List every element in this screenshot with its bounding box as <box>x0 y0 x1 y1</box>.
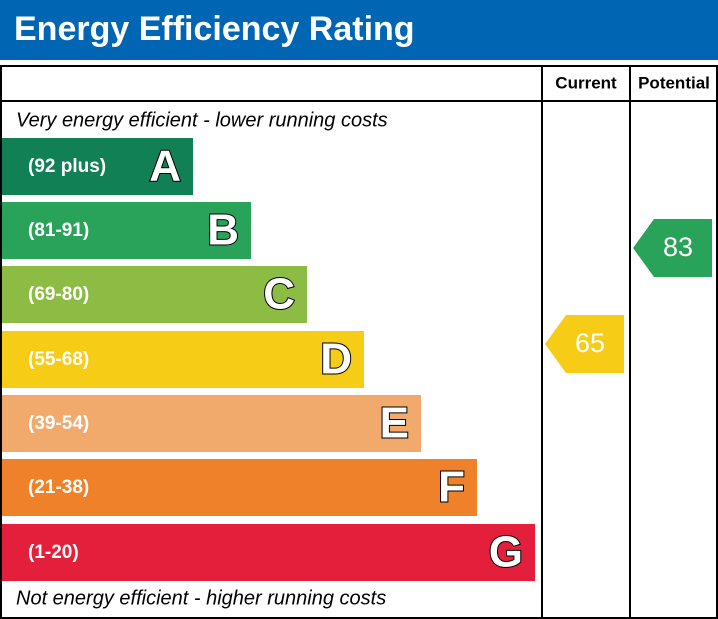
band-bar <box>2 395 421 452</box>
band-letter: C <box>263 270 295 319</box>
column-header: Current <box>555 73 617 92</box>
band-bar <box>2 266 307 323</box>
band-letter: E <box>380 399 409 448</box>
band-range: (92 plus) <box>28 156 106 177</box>
column-header: Potential <box>638 73 710 92</box>
potential-score: 83 <box>663 232 693 262</box>
header-bar <box>0 0 718 60</box>
band-bar <box>2 331 364 388</box>
bottom-note: Not energy efficient - higher running co… <box>16 587 386 609</box>
band-letter: G <box>489 528 523 577</box>
top-note: Very energy efficient - lower running co… <box>16 109 388 131</box>
band-bar <box>2 138 193 195</box>
band-bar <box>2 202 251 259</box>
current-arrow <box>545 315 624 373</box>
band-range: (21-38) <box>28 477 89 498</box>
frame <box>0 65 718 619</box>
band-bar <box>2 524 535 581</box>
band-range: (81-91) <box>28 220 89 241</box>
band-letter: A <box>149 142 181 191</box>
current-score: 65 <box>575 328 605 358</box>
band-range: (55-68) <box>28 349 89 370</box>
band-range: (39-54) <box>28 413 89 434</box>
band-bar <box>2 459 477 516</box>
band-range: (69-80) <box>28 284 89 305</box>
band-letter: D <box>320 335 352 384</box>
band-letter: F <box>438 463 465 512</box>
potential-arrow <box>633 219 712 277</box>
band-range: (1-20) <box>28 542 79 563</box>
title: Energy Efficiency Rating <box>14 10 415 48</box>
band-letter: B <box>207 206 239 255</box>
